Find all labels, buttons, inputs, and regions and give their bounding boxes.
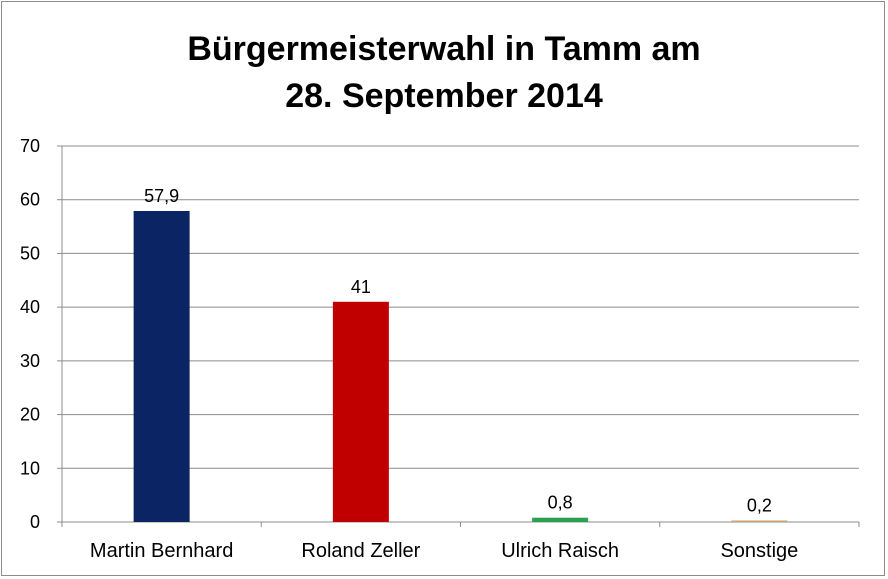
gridlines [62,145,859,469]
bar [731,520,788,522]
chart-title-line-2: 28. September 2014 [285,77,603,115]
data-label: 0,8 [548,493,573,513]
chart-title-line-1: Bürgermeisterwahl in Tamm am [187,30,701,68]
category-label: Roland Zeller [301,540,420,562]
y-tick-label: 0 [30,512,40,532]
y-tick-label: 10 [20,458,40,478]
y-axis-ticks: 0 10 20 30 40 50 60 70 [20,136,62,532]
data-label: 0,2 [747,496,772,516]
data-label: 41 [351,277,371,297]
y-tick-label: 40 [20,297,40,317]
bar [332,301,389,522]
category-label: Ulrich Raisch [501,540,619,562]
y-tick-label: 20 [20,405,40,425]
category-label: Martin Bernhard [90,540,233,562]
y-tick-label: 30 [20,351,40,371]
data-label: 57,9 [144,186,179,206]
y-tick-label: 60 [20,190,40,210]
bar [133,210,190,522]
axes [61,146,860,527]
y-tick-label: 50 [20,243,40,263]
data-labels: 57,9 41 0,8 0,2 [144,186,772,516]
bars [133,210,788,522]
chart-title: Bürgermeisterwahl in Tamm am 28. Septemb… [0,26,888,120]
y-tick-label: 70 [20,136,40,156]
bar [532,517,589,522]
category-label: Sonstige [720,540,798,562]
category-labels: Martin Bernhard Roland Zeller Ulrich Raisc… [90,540,798,562]
